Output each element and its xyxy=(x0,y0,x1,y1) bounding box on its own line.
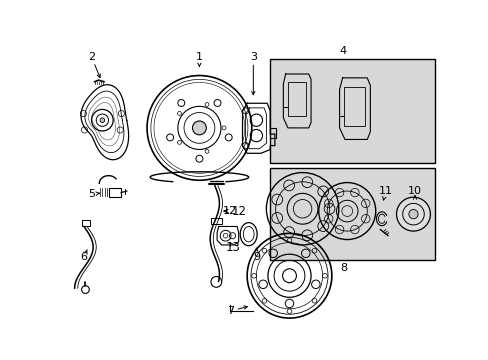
Text: 12: 12 xyxy=(231,204,246,217)
Text: 11: 11 xyxy=(378,186,392,196)
Text: 5: 5 xyxy=(88,189,95,199)
Text: 6: 6 xyxy=(80,252,87,262)
Bar xyxy=(82,220,90,226)
Circle shape xyxy=(396,197,429,231)
Text: 13: 13 xyxy=(225,241,240,254)
Text: 7: 7 xyxy=(226,306,233,316)
Text: 3: 3 xyxy=(249,52,256,62)
Bar xyxy=(287,82,306,116)
Text: 10: 10 xyxy=(407,186,421,196)
Text: 8: 8 xyxy=(339,263,346,273)
Circle shape xyxy=(192,121,206,135)
Bar xyxy=(344,87,364,126)
Text: 9: 9 xyxy=(252,252,260,262)
Bar xyxy=(270,168,434,260)
Text: 1: 1 xyxy=(196,52,203,62)
Circle shape xyxy=(100,118,104,122)
Text: 4: 4 xyxy=(339,46,346,56)
Text: 2: 2 xyxy=(88,52,95,62)
Bar xyxy=(270,59,434,163)
Bar xyxy=(108,188,121,197)
Text: 12: 12 xyxy=(223,206,237,216)
Circle shape xyxy=(408,210,417,219)
Bar xyxy=(210,218,221,224)
